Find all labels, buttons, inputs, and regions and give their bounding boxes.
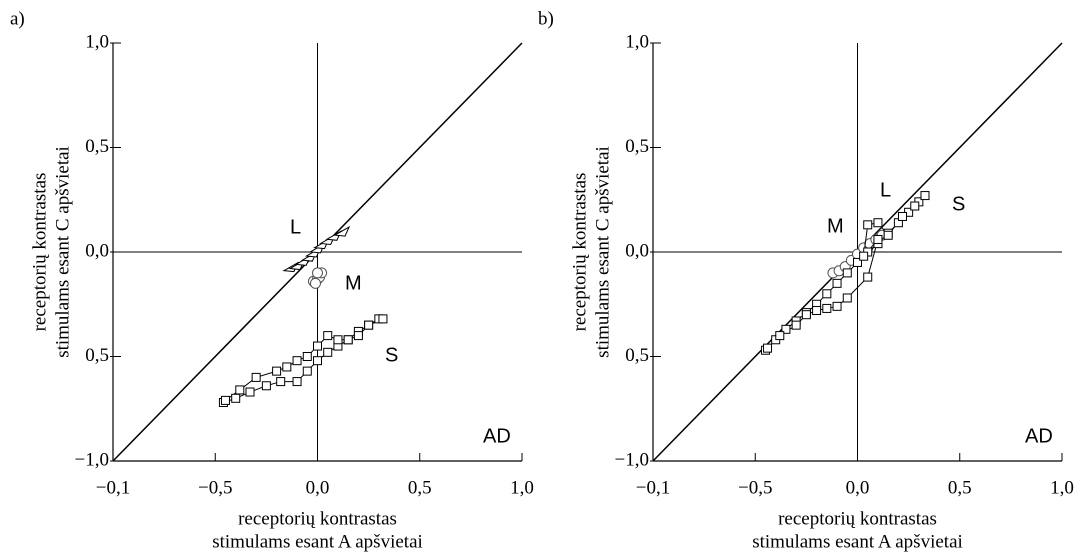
- point: [309, 277, 321, 289]
- point: [245, 387, 255, 397]
- x-tick-label: −0,5: [198, 477, 232, 498]
- point: [276, 377, 286, 387]
- y-tick-label: 1,0: [85, 31, 109, 52]
- point: [859, 251, 869, 261]
- y-axis-label: receptorių kontrastas: [569, 173, 590, 332]
- point: [313, 356, 322, 366]
- point: [920, 191, 930, 201]
- point: [220, 395, 230, 405]
- point: [791, 320, 801, 330]
- point: [897, 211, 907, 221]
- point: [863, 272, 873, 282]
- point: [801, 310, 811, 320]
- point: [312, 267, 323, 279]
- x-tick-label: 0,5: [408, 477, 432, 498]
- series-label: S: [952, 193, 965, 215]
- point: [822, 303, 832, 313]
- point: [873, 234, 883, 244]
- y-tick-label: −1,0: [75, 449, 109, 470]
- point: [343, 335, 353, 345]
- point: [323, 331, 333, 341]
- point: [853, 257, 862, 267]
- panel-label: b): [538, 8, 554, 29]
- y-tick-label: 0,5: [85, 345, 109, 366]
- series-label: M: [827, 215, 844, 237]
- y-tick-label: 0,5: [625, 136, 649, 157]
- series-label: M: [345, 272, 362, 294]
- y-axis-label: receptorių kontrastas: [29, 173, 50, 332]
- x-axis-label: receptorių kontrastas: [238, 508, 397, 529]
- point: [378, 314, 388, 324]
- y-tick-label: 1,0: [625, 31, 649, 52]
- point: [353, 331, 363, 341]
- point: [775, 331, 785, 341]
- y-tick-label: −1,0: [615, 449, 649, 470]
- point: [842, 268, 852, 278]
- y-tick-label: 0,5: [85, 136, 109, 157]
- series-label: L: [880, 179, 891, 201]
- point: [832, 301, 842, 311]
- point: [873, 218, 883, 228]
- point: [842, 293, 852, 303]
- point: [333, 335, 343, 345]
- point: [910, 201, 920, 211]
- point: [323, 347, 333, 357]
- point: [261, 381, 271, 391]
- x-tick-label: −0,1: [636, 477, 670, 498]
- point: [781, 324, 791, 334]
- point: [272, 366, 282, 376]
- x-tick-label: 0,5: [948, 477, 972, 498]
- series-label: S: [385, 344, 398, 366]
- x-axis-label: stimulams esant A apšvietai: [752, 531, 963, 552]
- y-tick-label: 0,5: [625, 345, 649, 366]
- point: [292, 377, 302, 387]
- point: [231, 393, 241, 403]
- point: [822, 289, 832, 299]
- point: [812, 306, 822, 316]
- x-tick-label: 1,0: [1050, 477, 1074, 498]
- y-axis-label: stimulams esant C apšvietai: [592, 146, 613, 358]
- point: [302, 352, 312, 361]
- point: [863, 220, 873, 230]
- panel-label: a): [10, 8, 25, 29]
- y-tick-label: 0,0: [85, 240, 109, 261]
- x-axis-label: stimulams esant A apšvietai: [212, 531, 423, 552]
- point: [364, 320, 374, 330]
- panel: a) −0,1 −0,5 0,0 0,5 1,0 −1,0 0,5 0,0 0,5 1,0 recep…: [10, 8, 534, 552]
- point: [235, 385, 245, 395]
- x-tick-label: 0,0: [306, 477, 330, 498]
- point: [832, 278, 842, 288]
- point: [333, 225, 351, 237]
- annotation: AD: [1025, 425, 1053, 447]
- point: [302, 366, 312, 376]
- series-label: L: [290, 216, 301, 238]
- point: [883, 230, 893, 240]
- point: [313, 341, 322, 351]
- x-tick-label: −0,5: [738, 477, 772, 498]
- point: [763, 343, 773, 353]
- x-tick-label: 0,0: [846, 477, 870, 498]
- annotation: AD: [483, 425, 511, 447]
- y-axis-label: stimulams esant C apšvietai: [52, 146, 73, 358]
- x-tick-label: −0,1: [96, 477, 130, 498]
- y-tick-label: 0,0: [625, 240, 649, 261]
- point: [251, 372, 261, 382]
- point: [292, 356, 302, 366]
- x-tick-label: 1,0: [510, 477, 534, 498]
- panel: b) −0,1 −0,5 0,0 0,5 1,0 −1,0 0,5 0,0 0,5 1,0 recep…: [538, 8, 1074, 552]
- x-axis-label: receptorių kontrastas: [778, 508, 937, 529]
- point: [282, 362, 292, 372]
